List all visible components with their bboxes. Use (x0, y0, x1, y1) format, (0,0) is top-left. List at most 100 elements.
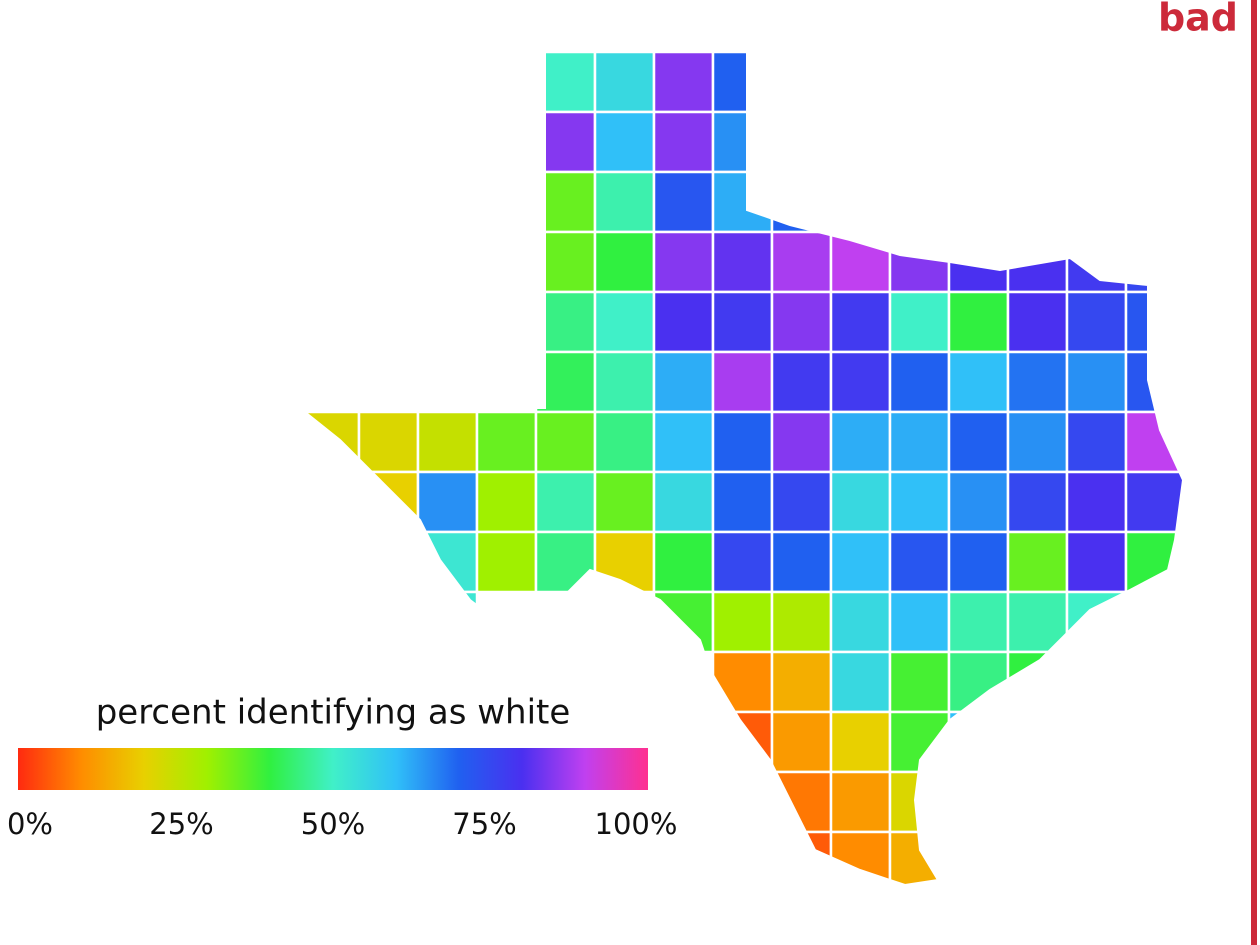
county-cell (593, 230, 656, 294)
county-cell (947, 470, 1010, 534)
county-cell (475, 530, 538, 594)
county-cell (652, 110, 715, 174)
county-cell (829, 290, 892, 354)
county-cell (652, 470, 715, 534)
county-cell (1006, 410, 1069, 474)
county-cell (1124, 350, 1183, 414)
county-cell (1124, 530, 1183, 594)
county-cell (711, 650, 774, 714)
county-cell (888, 170, 951, 234)
county-cell (652, 530, 715, 594)
colorbar-tick-label: 75% (452, 807, 516, 841)
legend-title: percent identifying as white (96, 693, 571, 733)
county-cell (947, 650, 1010, 714)
county-cell (888, 410, 951, 474)
county-cell (770, 230, 833, 294)
county-cell (711, 410, 774, 474)
county-cell (652, 290, 715, 354)
county-cell (888, 350, 951, 414)
side-rule (1251, 0, 1257, 945)
county-cell (534, 410, 597, 474)
county-cell (1124, 290, 1183, 354)
colorbar-tick-label: 100% (595, 807, 678, 841)
county-cell (770, 170, 833, 234)
county-cell (711, 230, 774, 294)
county-cell (357, 470, 420, 534)
county-cell (1006, 470, 1069, 534)
county-cell (829, 530, 892, 594)
county-cell (770, 650, 833, 714)
county-cell (1006, 230, 1069, 294)
county-cell (593, 470, 656, 534)
county-cell (770, 530, 833, 594)
county-cell (652, 230, 715, 294)
county-cell (888, 590, 951, 654)
county-cell (1065, 530, 1128, 594)
county-cell (416, 410, 479, 474)
county-cell (770, 410, 833, 474)
county-cell (829, 590, 892, 654)
county-cell (300, 410, 361, 474)
county-cell (770, 350, 833, 414)
county-cell (593, 410, 656, 474)
county-cell (593, 110, 656, 174)
county-cell (947, 530, 1010, 594)
county-cell (947, 230, 1010, 294)
county-cell (1006, 350, 1069, 414)
county-cell (829, 350, 892, 414)
county-cell (770, 590, 833, 654)
county-cell (1065, 290, 1128, 354)
county-cell (652, 170, 715, 234)
county-cell (593, 170, 656, 234)
county-cell (357, 530, 420, 594)
county-cell (829, 470, 892, 534)
colorbar-tick-label: 25% (149, 807, 213, 841)
county-cell (888, 530, 951, 594)
county-cell (711, 710, 774, 774)
county-cell (770, 710, 833, 774)
county-cell (593, 290, 656, 354)
county-cell (947, 350, 1010, 414)
county-cell (947, 590, 1010, 654)
county-cell (711, 530, 774, 594)
county-cell (888, 650, 951, 714)
county-cell (357, 410, 420, 474)
county-cell (829, 710, 892, 774)
county-cell (770, 470, 833, 534)
county-cell (770, 290, 833, 354)
county-cell (652, 410, 715, 474)
county-cell (416, 530, 479, 594)
county-cell (829, 410, 892, 474)
county-cell (652, 590, 715, 654)
county-cell (711, 52, 774, 114)
county-cell (888, 230, 951, 294)
county-cell (534, 470, 597, 534)
county-cell (1065, 590, 1128, 654)
county-cell (652, 350, 715, 414)
legend: 0% 25% 50% 75% 100% (7, 748, 677, 841)
county-cell (770, 830, 833, 885)
county-cell (711, 290, 774, 354)
county-cell (888, 470, 951, 534)
county-cell (475, 470, 538, 534)
county-cell (1006, 170, 1069, 234)
county-cell (947, 410, 1010, 474)
county-cell (829, 650, 892, 714)
county-cell (1065, 410, 1128, 474)
county-cell (711, 350, 774, 414)
county-cell (829, 770, 892, 834)
county-cell (711, 110, 774, 174)
county-cell (947, 290, 1010, 354)
county-cell (1006, 290, 1069, 354)
county-cell (711, 590, 774, 654)
colorbar (18, 748, 648, 790)
county-cell (1124, 170, 1183, 234)
county-cell (888, 290, 951, 354)
colorbar-tick-label: 0% (7, 807, 53, 841)
county-cell (652, 52, 715, 114)
county-cell (593, 52, 656, 114)
county-cell (711, 470, 774, 534)
colorbar-tick-label: 50% (301, 807, 365, 841)
county-cell (829, 170, 892, 234)
